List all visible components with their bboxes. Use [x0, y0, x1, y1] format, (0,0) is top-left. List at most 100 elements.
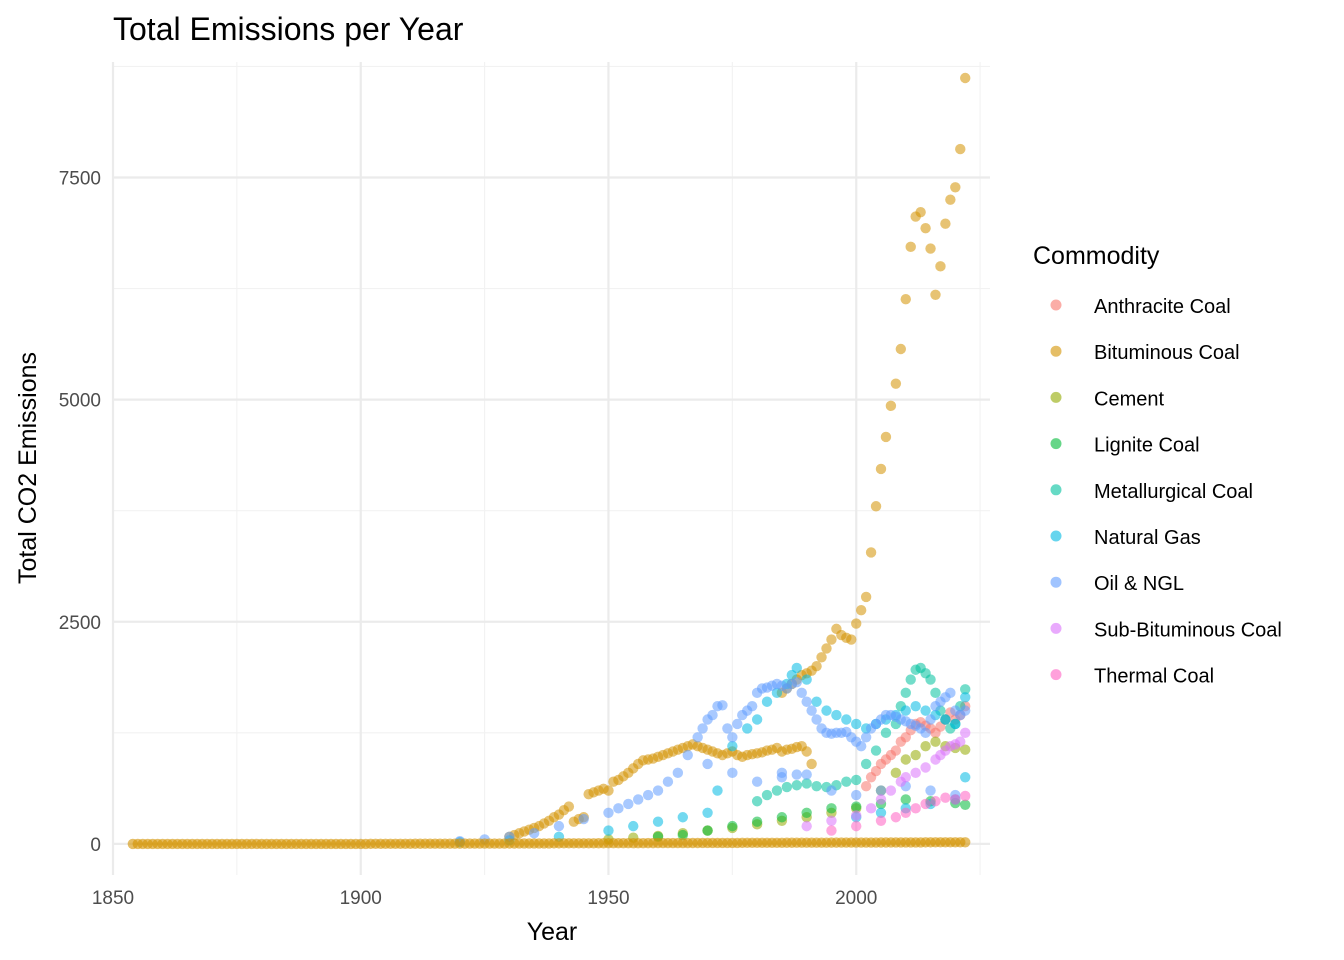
data-point	[796, 687, 807, 699]
data-point	[801, 820, 812, 832]
data-point	[841, 714, 852, 725]
y-tick-label: 2500	[59, 613, 101, 634]
legend-label: Oil & NGL	[1094, 573, 1184, 595]
data-point	[910, 700, 921, 712]
data-point	[880, 431, 892, 443]
data-point	[806, 758, 817, 770]
legend-item: Thermal Coal	[1050, 666, 1214, 688]
data-point	[672, 767, 684, 779]
legend-label: Bituminous Coal	[1094, 342, 1240, 364]
data-point	[652, 785, 664, 796]
data-point	[816, 652, 827, 663]
data-point	[841, 776, 852, 787]
data-point	[935, 261, 946, 272]
data-point	[761, 789, 773, 801]
data-point	[875, 794, 887, 805]
data-point	[945, 687, 956, 699]
data-point	[860, 780, 872, 792]
data-point	[702, 807, 713, 819]
data-point	[885, 785, 897, 796]
data-point	[890, 812, 902, 823]
data-point	[811, 780, 822, 792]
y-tick-label: 7500	[59, 169, 101, 190]
data-point	[692, 732, 703, 743]
data-point	[860, 732, 872, 743]
data-point	[613, 803, 624, 814]
data-point	[860, 758, 872, 770]
data-point	[751, 796, 763, 807]
data-point	[633, 794, 644, 805]
x-tick-label: 1950	[587, 888, 629, 909]
data-point	[652, 816, 664, 827]
data-point	[890, 767, 902, 779]
data-point	[920, 762, 931, 773]
data-point	[727, 820, 738, 832]
data-point	[776, 812, 788, 823]
legend-item: Sub-Bituminous Coal	[1050, 619, 1282, 641]
legend-items: Anthracite Coal Bituminous Coal Cement Lign…	[1050, 296, 1282, 688]
data-point	[960, 684, 971, 695]
data-point	[915, 206, 926, 218]
data-point	[851, 774, 862, 786]
data-point	[826, 815, 837, 826]
data-point	[895, 343, 907, 355]
y-tick-label: 5000	[59, 391, 101, 412]
legend-item: Anthracite Coal	[1050, 296, 1231, 318]
data-point	[801, 746, 812, 757]
data-point	[960, 837, 971, 848]
data-point	[885, 400, 897, 412]
legend-label: Lignite Coal	[1094, 435, 1200, 457]
x-tick-label: 1900	[340, 888, 382, 909]
data-point	[960, 72, 971, 84]
data-point	[801, 769, 812, 780]
data-point	[707, 709, 718, 721]
data-point	[900, 794, 911, 805]
y-axis-ticks: 0 2500 5000 7500	[59, 169, 101, 856]
data-point	[875, 815, 887, 826]
data-point	[900, 754, 911, 765]
data-point	[930, 289, 941, 300]
data-point	[702, 758, 713, 770]
legend-label: Anthracite Coal	[1094, 296, 1231, 318]
legend: Commodity Anthracite Coal Bituminous Coal…	[1033, 242, 1282, 688]
data-point	[603, 825, 614, 836]
data-point	[732, 718, 743, 730]
data-point	[900, 807, 911, 819]
data-point	[851, 820, 862, 832]
data-point	[791, 676, 802, 688]
x-axis-title: Year	[527, 918, 578, 946]
data-point	[751, 714, 763, 725]
series	[826, 790, 971, 836]
data-point	[603, 785, 614, 796]
data-point	[677, 829, 689, 841]
data-point	[578, 813, 589, 825]
data-point	[553, 820, 565, 832]
data-point	[855, 740, 867, 752]
data-point	[920, 705, 931, 716]
data-point	[960, 799, 971, 811]
legend-item: Bituminous Coal	[1050, 342, 1240, 364]
legend-key	[1050, 530, 1062, 542]
data-point	[781, 781, 793, 793]
data-point	[712, 785, 723, 796]
data-point	[950, 182, 961, 193]
data-point	[940, 792, 951, 803]
data-point	[890, 378, 902, 389]
data-point	[791, 662, 802, 674]
data-point	[528, 828, 540, 839]
data-point	[801, 807, 812, 819]
data-point	[960, 790, 971, 802]
legend-label: Metallurgical Coal	[1094, 481, 1253, 503]
data-point	[826, 634, 837, 645]
data-point	[960, 772, 971, 783]
data-point	[727, 732, 738, 743]
data-point	[811, 696, 822, 707]
legend-key	[1050, 391, 1062, 403]
data-point	[851, 810, 862, 821]
data-point	[930, 796, 941, 807]
data-point	[846, 634, 857, 645]
data-point	[950, 718, 961, 730]
data-point	[826, 825, 837, 836]
data-point	[801, 778, 812, 789]
